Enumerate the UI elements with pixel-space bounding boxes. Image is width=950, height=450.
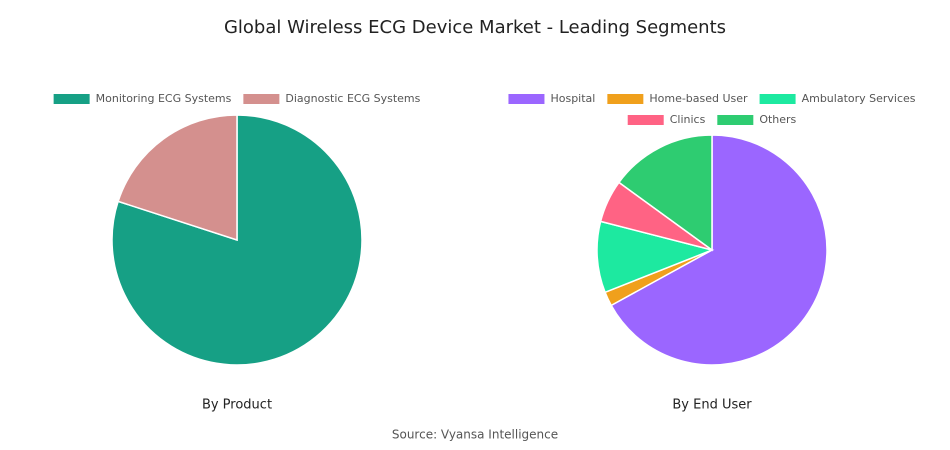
legend-item: Others: [717, 113, 797, 126]
source: Source: Vyansa Intelligence: [392, 428, 558, 442]
legend-swatch: [607, 94, 644, 104]
legend-label: Others: [759, 113, 796, 126]
legend-label: Ambulatory Services: [802, 92, 916, 105]
pie-slice: [610, 134, 828, 366]
legend-item: Home-based User: [607, 92, 748, 105]
legend-swatch: [717, 115, 754, 125]
pie-slice: [596, 220, 715, 294]
legend-item: Clinics: [627, 113, 706, 126]
legend-label: Hospital: [550, 92, 595, 105]
legend-swatch: [243, 94, 280, 104]
legend-swatch: [508, 94, 545, 104]
legend-item: Diagnostic ECG Systems: [243, 92, 421, 105]
legend-label: Clinics: [670, 113, 706, 126]
chart-title: Global Wireless ECG Device Market - Lead…: [224, 17, 726, 38]
pie-slice: [117, 114, 238, 242]
legend-swatch: [627, 115, 664, 125]
legend-swatch: [53, 94, 90, 104]
pie-label: By End User: [672, 398, 752, 413]
legend-item: Ambulatory Services: [759, 92, 916, 105]
legend-label: Diagnostic ECG Systems: [285, 92, 420, 105]
legend-label: Monitoring ECG Systems: [96, 92, 232, 105]
legend-item: Hospital: [508, 92, 595, 105]
pie-label: By Product: [202, 398, 272, 413]
legend-label: Home-based User: [649, 92, 748, 105]
legend-item: Monitoring ECG Systems: [53, 92, 232, 105]
legend-swatch: [759, 94, 796, 104]
pie-slice: [617, 134, 713, 252]
